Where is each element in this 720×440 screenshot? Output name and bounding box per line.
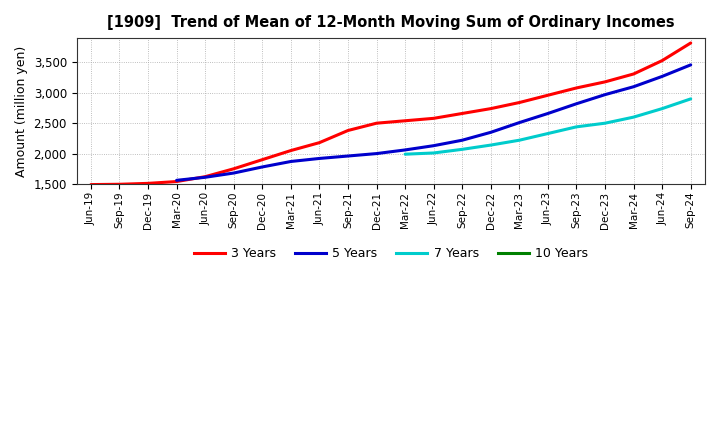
Y-axis label: Amount (million yen): Amount (million yen) <box>15 45 28 177</box>
Legend: 3 Years, 5 Years, 7 Years, 10 Years: 3 Years, 5 Years, 7 Years, 10 Years <box>189 242 593 265</box>
Title: [1909]  Trend of Mean of 12-Month Moving Sum of Ordinary Incomes: [1909] Trend of Mean of 12-Month Moving … <box>107 15 675 30</box>
